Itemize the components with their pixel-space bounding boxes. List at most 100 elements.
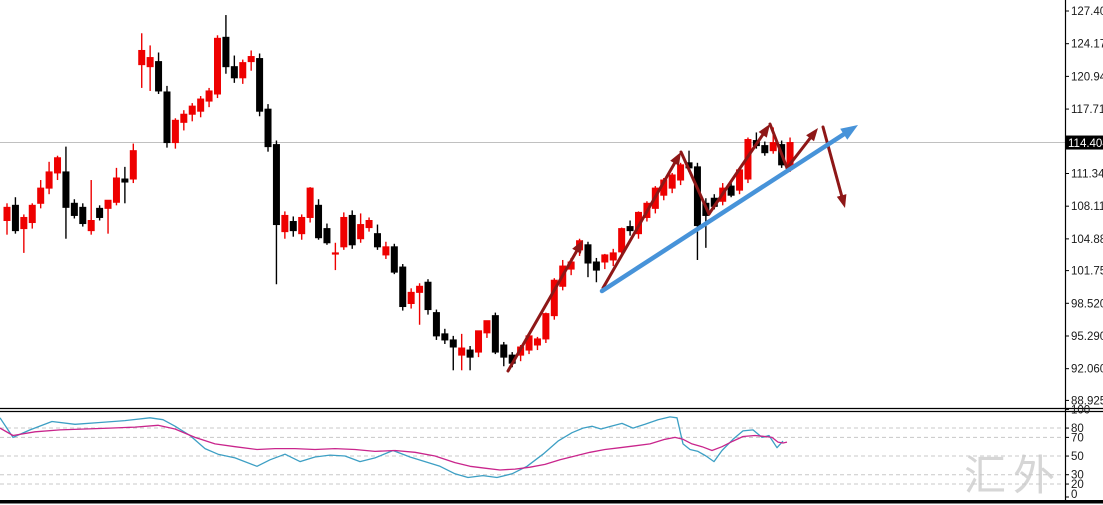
candle: [399, 264, 407, 311]
candle: [348, 210, 356, 249]
indicator-tick-label: 100: [1071, 404, 1090, 416]
price-tick-label: 124.170: [1071, 39, 1103, 51]
candle: [475, 330, 483, 358]
candle: [54, 155, 62, 181]
candle: [129, 143, 137, 184]
candle: [230, 55, 238, 83]
window-bottom-border: [0, 500, 1103, 504]
candle: [727, 182, 735, 198]
candle: [626, 220, 634, 236]
main-chart[interactable]: [0, 15, 1065, 373]
candle: [188, 103, 196, 122]
candle: [222, 15, 230, 74]
candle: [306, 187, 314, 223]
current-price-label: 114.404: [1068, 138, 1103, 150]
candle: [584, 241, 592, 278]
candle: [3, 203, 11, 235]
candle: [155, 52, 163, 94]
candle: [323, 223, 331, 245]
candle: [163, 85, 171, 148]
slow-line: [0, 424, 788, 471]
candle: [533, 336, 541, 351]
current-price-tag: [1066, 135, 1103, 150]
candle: [483, 320, 491, 338]
candle: [197, 96, 205, 118]
candle: [668, 172, 676, 194]
candle: [289, 216, 297, 237]
price-tick-label: 127.400: [1071, 6, 1103, 18]
candle: [449, 335, 457, 371]
candle: [432, 309, 440, 340]
candle: [357, 213, 365, 243]
candle: [609, 248, 617, 267]
candle: [272, 140, 280, 285]
candle: [256, 53, 264, 117]
candle: [390, 243, 398, 275]
candle: [20, 214, 28, 253]
price-tick-label: 104.885: [1071, 234, 1103, 246]
candle: [70, 199, 78, 219]
candle: [382, 241, 390, 259]
candle: [365, 217, 373, 232]
candle: [677, 162, 685, 186]
candle: [146, 45, 154, 91]
candle: [45, 161, 53, 195]
candle: [500, 341, 508, 367]
candle: [121, 166, 129, 204]
candle: [466, 346, 474, 371]
candle: [247, 50, 255, 71]
candle: [416, 283, 424, 325]
candle: [761, 141, 769, 156]
candle: [239, 59, 247, 84]
price-tick-label: 92.060: [1071, 364, 1103, 376]
candle: [542, 312, 550, 343]
price-tick-label: 101.750: [1071, 266, 1103, 278]
price-tick-label: 117.710: [1071, 104, 1103, 116]
candle: [79, 203, 87, 227]
price-tick-label: 95.290: [1071, 331, 1103, 343]
indicator-panel[interactable]: [0, 416, 1064, 485]
price-tick-label: 98.520: [1071, 298, 1103, 310]
candle: [491, 312, 499, 355]
candle: [618, 227, 626, 257]
support-trendline[interactable]: [599, 125, 858, 294]
candle: [28, 203, 36, 229]
fast-line: [0, 416, 784, 479]
candle: [315, 199, 323, 240]
candle: [264, 104, 272, 152]
candle: [407, 288, 415, 309]
candle: [138, 33, 146, 88]
candle: [87, 180, 95, 235]
elliott-wave-projection[interactable]: [506, 122, 847, 373]
candle: [214, 35, 221, 99]
candle: [601, 253, 609, 270]
indicator-tick-label: 80: [1071, 423, 1084, 435]
indicator-tick-label: 50: [1071, 451, 1084, 463]
candle: [693, 162, 701, 260]
candle: [281, 211, 289, 239]
candle: [205, 87, 213, 108]
indicator-tick-label: 0: [1071, 489, 1077, 501]
candle: [592, 257, 600, 283]
candle: [171, 118, 179, 149]
price-tick-label: 111.345: [1071, 168, 1103, 180]
candle: [424, 279, 432, 315]
indicator-tick-label: 70: [1071, 432, 1084, 444]
indicator-tick-label: 20: [1071, 479, 1084, 491]
candle: [96, 205, 104, 221]
price-tick-label: 108.115: [1071, 201, 1103, 213]
indicator-tick-label: 30: [1071, 470, 1084, 482]
candle: [331, 242, 339, 271]
candle: [37, 180, 45, 209]
candle: [298, 214, 306, 240]
candle: [104, 199, 112, 234]
candle: [441, 328, 449, 344]
candle: [458, 333, 466, 371]
candle: [340, 212, 348, 250]
candle: [62, 146, 70, 239]
candle: [180, 110, 188, 131]
price-tick-label: 88.925: [1071, 395, 1103, 407]
